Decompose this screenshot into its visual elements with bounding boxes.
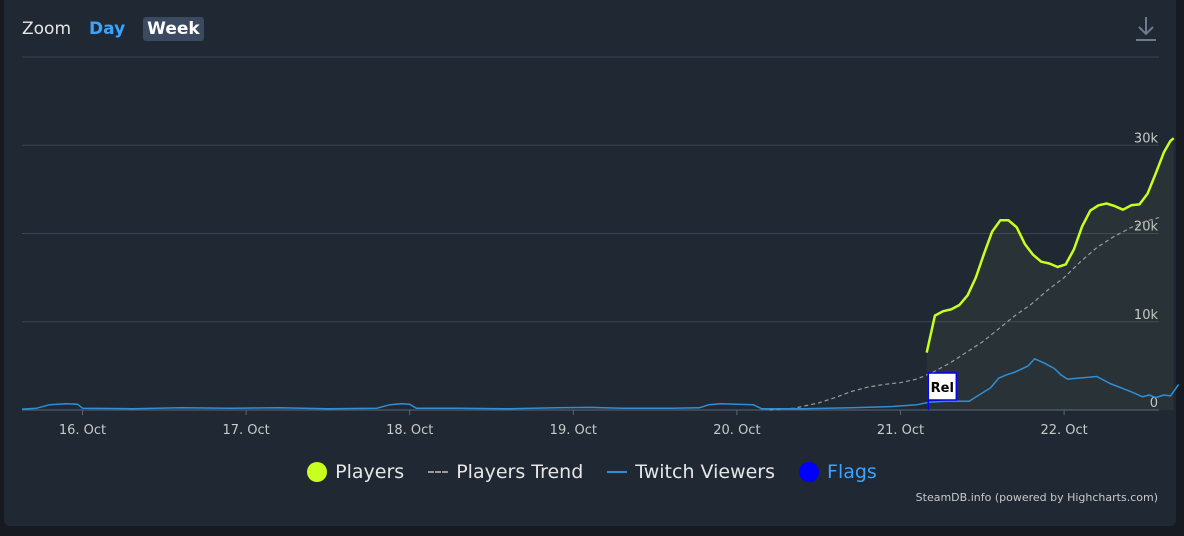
x-tick-label-3: 19. Oct <box>550 423 597 438</box>
x-tick-label-5: 21. Oct <box>877 423 924 438</box>
y-tick-label-0: 0 <box>1150 396 1158 411</box>
legend-players-trend-label: Players Trend <box>456 461 584 483</box>
y-tick-label-2: 20k <box>1134 220 1159 235</box>
legend-twitch-viewers-label: Twitch Viewers <box>635 461 776 483</box>
zoom-controls: Zoom Day Week <box>22 16 218 42</box>
x-tick-label-1: 17. Oct <box>222 423 269 438</box>
legend-flags-label: Flags <box>827 461 877 483</box>
legend-flags-dot-icon <box>799 462 820 482</box>
download-icon[interactable] <box>1132 14 1160 44</box>
x-tick-label-0: 16. Oct <box>59 423 106 438</box>
x-tick-label-4: 20. Oct <box>713 423 760 438</box>
legend-trend-line-icon <box>428 471 449 473</box>
y-tick-label-3: 30k <box>1134 131 1159 146</box>
zoom-week-button[interactable]: Week <box>143 17 204 41</box>
legend-players-trend[interactable]: Players Trend <box>428 461 583 483</box>
legend-twitch-line-icon <box>607 471 628 473</box>
legend-twitch-viewers[interactable]: Twitch Viewers <box>607 461 775 483</box>
x-tick-label-6: 22. Oct <box>1040 423 1087 438</box>
players-area <box>926 138 1174 410</box>
flag-label-0: Rel <box>931 381 954 396</box>
legend-players-dot-icon <box>307 462 328 482</box>
zoom-day-button[interactable]: Day <box>89 19 126 39</box>
chart-legend: Players Players Trend Twitch Viewers Fla… <box>0 459 1184 485</box>
x-tick-label-2: 18. Oct <box>386 423 433 438</box>
legend-players[interactable]: Players <box>307 461 404 483</box>
y-tick-label-1: 10k <box>1134 308 1159 323</box>
legend-players-label: Players <box>335 461 405 483</box>
players-trend-line <box>769 217 1160 411</box>
zoom-label: Zoom <box>22 19 72 39</box>
legend-flags[interactable]: Flags <box>799 461 877 483</box>
flag-box-0 <box>927 372 958 401</box>
twitch-viewers-line <box>21 358 1180 410</box>
players-line <box>925 137 1175 353</box>
chart-credits[interactable]: SteamDB.info (powered by Highcharts.com) <box>915 491 1158 504</box>
